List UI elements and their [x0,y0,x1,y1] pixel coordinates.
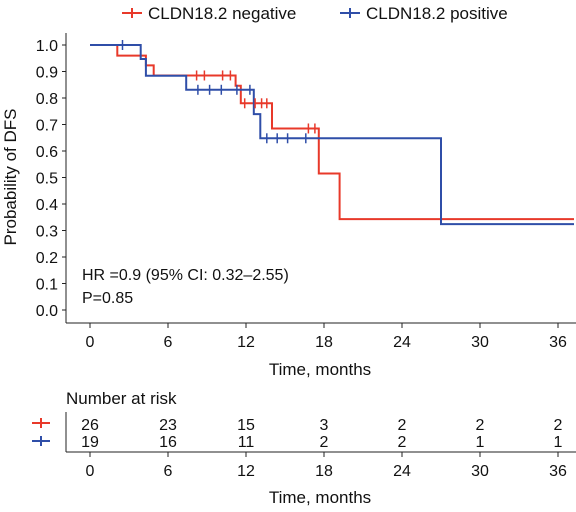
x-tick-label: 12 [237,334,255,351]
y-ticks: 0.0 0.1 0.2 0.3 0.4 0.5 0.6 0.7 0.8 0.9 1.0 [36,38,66,320]
x-tick-label: 0 [86,334,95,351]
risk-count: 11 [238,434,255,451]
x-ticks: 0 6 12 18 24 30 36 [86,323,567,351]
y-tick-label: 0.5 [36,171,58,188]
y-tick-label: 0.1 [36,277,58,294]
legend-item-positive: CLDN18.2 positive [340,4,508,23]
curve-positive [90,44,574,226]
risk-count: 23 [159,417,177,434]
legend-negative-label: CLDN18.2 negative [148,4,296,23]
risk-count: 15 [237,417,255,434]
x-tick-label: 24 [393,334,411,351]
risk-count: 2 [554,417,563,434]
risk-cells: 26 23 15 3 2 2 219 16 11 2 2 1 1 [81,417,562,451]
risk-x-ticks: 0 6 12 18 24 30 36 [86,452,567,480]
x-axis-label: Time, months [269,360,371,379]
risk-count: 2 [398,434,407,451]
hr-annotation: HR =0.9 (95% CI: 0.32–2.55) [82,267,289,284]
risk-count: 2 [398,417,407,434]
y-tick-label: 0.8 [36,91,58,108]
curve-negative [90,44,574,221]
legend-item-negative: CLDN18.2 negative [122,4,296,23]
risk-x-tick-label: 24 [393,463,411,480]
legend: CLDN18.2 negative CLDN18.2 positive [122,4,508,23]
risk-count: 1 [554,434,563,451]
y-tick-label: 0.6 [36,144,58,161]
risk-table: Number at risk 26 23 15 3 2 2 219 16 11 2 2 1 1 0 6 12… [32,389,576,507]
x-tick-label: 6 [164,334,173,351]
risk-x-tick-label: 0 [86,463,95,480]
survival-curves [90,44,574,226]
risk-x-tick-label: 36 [549,463,567,480]
y-tick-label: 0.2 [36,250,58,267]
y-tick-label: 0.7 [36,118,58,135]
risk-x-tick-label: 30 [471,463,489,480]
y-tick-label: 1.0 [36,38,58,55]
risk-count: 2 [476,417,485,434]
legend-positive-label: CLDN18.2 positive [366,4,508,23]
y-tick-label: 0.4 [36,197,58,214]
risk-count: 26 [81,417,99,434]
risk-x-tick-label: 6 [164,463,173,480]
risk-row-negative-marker [32,418,50,428]
risk-x-axis-label: Time, months [269,488,371,507]
risk-count: 3 [320,417,329,434]
risk-x-tick-label: 18 [315,463,333,480]
risk-table-title: Number at risk [66,389,177,408]
y-axis-label: Probability of DFS [1,109,20,246]
x-tick-label: 36 [549,334,567,351]
censor-marks [121,40,316,144]
risk-row-positive-marker [32,436,50,446]
p-value-annotation: P=0.85 [82,290,133,307]
risk-x-tick-label: 12 [237,463,255,480]
plot-area: 0.0 0.1 0.2 0.3 0.4 0.5 0.6 0.7 0.8 0.9 1.0 0 6 12 18… [1,33,576,379]
risk-count: 2 [320,434,329,451]
x-tick-label: 30 [471,334,489,351]
risk-count: 16 [159,434,177,451]
risk-count: 19 [81,434,99,451]
y-tick-label: 0.0 [36,303,58,320]
y-tick-label: 0.3 [36,224,58,241]
risk-count: 1 [476,434,485,451]
y-tick-label: 0.9 [36,65,58,82]
x-tick-label: 18 [315,334,333,351]
